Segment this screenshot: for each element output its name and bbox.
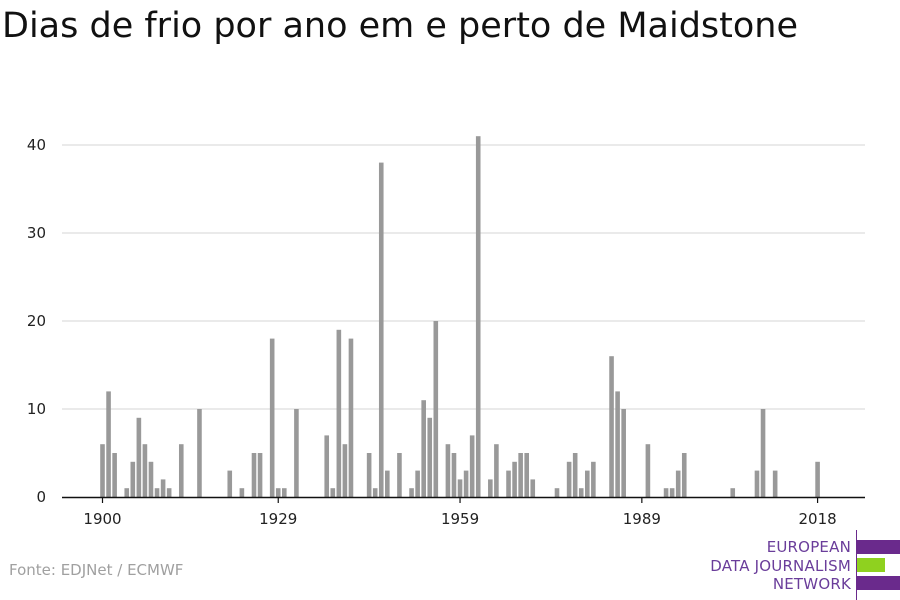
bar-2011	[772, 470, 778, 497]
x-tick-label: 1929	[259, 510, 297, 528]
bar-1979	[578, 488, 584, 497]
bar-1969	[518, 453, 523, 497]
bar-1904	[124, 488, 130, 497]
x-tick-label: 1989	[623, 510, 661, 528]
bar-1994	[669, 488, 675, 497]
bar-1953	[421, 400, 426, 497]
x-tick-label: 1900	[83, 510, 121, 528]
bar-1913	[178, 444, 184, 497]
bar-1985	[615, 391, 620, 497]
bar-2008	[754, 470, 760, 497]
bar-1905	[130, 461, 136, 497]
y-tick-label: 40	[27, 136, 46, 154]
bar-1921	[227, 470, 233, 497]
bar-1928	[269, 338, 275, 497]
bar-1955	[433, 321, 439, 497]
source-note: Fonte: EDJNet / ECMWF	[9, 561, 184, 579]
y-tick-label: 0	[36, 488, 46, 506]
bar-1952	[415, 470, 420, 497]
bar-1916	[197, 409, 202, 497]
bar-1971	[530, 479, 536, 497]
bar-1909	[154, 488, 160, 497]
bar-2018	[815, 461, 820, 497]
bar-1959	[457, 479, 463, 497]
bar-1957	[445, 444, 451, 497]
gridlines	[62, 144, 865, 410]
bar-1939	[336, 329, 342, 497]
x-tick-label: 2018	[798, 510, 836, 528]
bar-1958	[451, 453, 457, 497]
bar-1940	[342, 444, 348, 497]
bar-1970	[524, 453, 529, 497]
bar-1968	[512, 461, 517, 497]
logo-text-data-journalism: DATA JOURNALISM	[710, 557, 851, 575]
bar-1925	[251, 453, 257, 497]
bar-1947	[385, 470, 390, 497]
bar-1954	[427, 417, 433, 497]
bar-1975	[554, 488, 560, 497]
bar-1910	[160, 479, 166, 497]
bar-1944	[366, 453, 372, 497]
bar-1986	[621, 409, 626, 497]
bar-1946	[378, 162, 384, 497]
logo-bar-purple-top	[857, 540, 900, 554]
bar-1923	[239, 488, 245, 497]
bar-1945	[372, 488, 378, 497]
bar-1937	[324, 435, 330, 497]
bar-1978	[572, 453, 578, 497]
bar-1938	[330, 488, 336, 497]
bar-1960	[463, 470, 469, 497]
bar-1977	[566, 461, 572, 497]
bar-1949	[397, 453, 402, 497]
bar-2004	[730, 488, 736, 497]
bar-1990	[645, 444, 651, 497]
logo-bar-green	[857, 558, 885, 572]
bar-1900	[100, 444, 105, 497]
bar-1962	[475, 136, 481, 497]
y-tick-label: 30	[27, 224, 46, 242]
bar-1980	[585, 470, 590, 497]
bar-1965	[494, 444, 499, 497]
x-tick-label: 1959	[441, 510, 479, 528]
bar-1993	[663, 488, 669, 497]
bar-1930	[282, 488, 287, 497]
logo-text-network: NETWORK	[772, 575, 851, 593]
bar-1929	[275, 488, 281, 497]
bar-1932	[294, 409, 299, 497]
bar-1901	[106, 391, 111, 497]
bar-1951	[409, 488, 414, 497]
bar-1908	[148, 461, 154, 497]
logo-bar-purple-bottom	[857, 576, 900, 590]
logo-divider	[856, 530, 857, 600]
bars	[100, 136, 820, 497]
bar-1926	[257, 453, 263, 497]
y-tick-label: 10	[27, 400, 46, 418]
bar-1907	[142, 444, 148, 497]
bar-1967	[506, 470, 511, 497]
edjnet-logo: EUROPEAN DATA JOURNALISM NETWORK	[700, 528, 900, 600]
bar-1961	[469, 435, 475, 497]
logo-text-european: EUROPEAN	[766, 538, 851, 556]
bar-1902	[112, 453, 117, 497]
bar-1906	[136, 417, 142, 497]
bar-1996	[681, 453, 687, 497]
bar-2009	[760, 409, 766, 497]
bar-1981	[591, 461, 596, 497]
y-tick-label: 20	[27, 312, 46, 330]
bar-1911	[166, 488, 172, 497]
bar-1995	[675, 470, 681, 497]
bar-1964	[488, 479, 493, 497]
chart-title: Dias de frio por ano em e perto de Maids…	[2, 6, 799, 46]
bar-1984	[609, 356, 614, 497]
axes: 0 10 20 30 40 1900 1929 1959 1989 2018	[27, 136, 865, 528]
bar-1941	[348, 338, 354, 497]
